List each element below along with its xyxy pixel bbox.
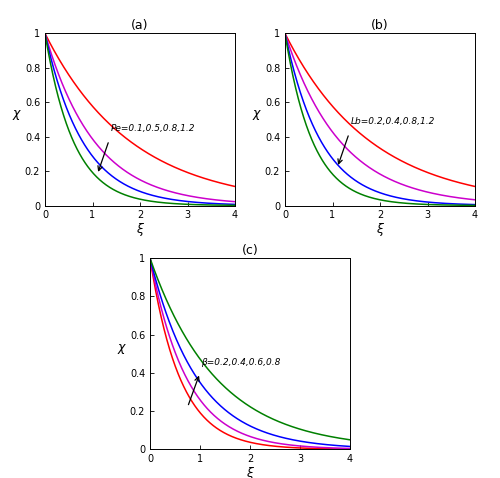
Title: (c): (c) — [242, 244, 258, 257]
Text: Pe=0.1,0.5,0.8,1.2: Pe=0.1,0.5,0.8,1.2 — [110, 124, 195, 133]
X-axis label: ξ: ξ — [136, 223, 143, 236]
Text: β=0.2,0.4,0.6,0.8: β=0.2,0.4,0.6,0.8 — [202, 358, 281, 367]
X-axis label: ξ: ξ — [246, 467, 254, 478]
Y-axis label: χ: χ — [252, 107, 260, 120]
Y-axis label: χ: χ — [118, 341, 125, 354]
X-axis label: ξ: ξ — [376, 223, 384, 236]
Title: (b): (b) — [371, 19, 389, 33]
Title: (a): (a) — [131, 19, 149, 33]
Y-axis label: χ: χ — [12, 107, 20, 120]
Text: Lb=0.2,0.4,0.8,1.2: Lb=0.2,0.4,0.8,1.2 — [350, 118, 435, 126]
